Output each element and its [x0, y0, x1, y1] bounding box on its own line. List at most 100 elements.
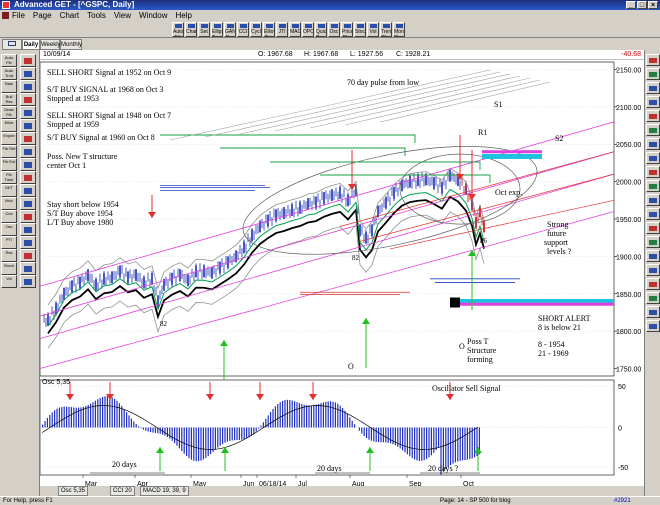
left-tool-button[interactable] [20, 67, 36, 80]
left-tool-button[interactable] [20, 210, 36, 223]
right-tool-button[interactable] [646, 82, 660, 94]
left-tool-button[interactable]: Expan [1, 132, 17, 145]
toolbar-button-1[interactable]: Chart [185, 22, 197, 37]
left-tool-button[interactable]: Fib Time [1, 171, 17, 184]
right-tool-button[interactable] [646, 54, 660, 66]
menu-page[interactable]: Page [32, 11, 52, 20]
menu-file[interactable]: File [12, 11, 25, 20]
right-tool-button[interactable] [646, 110, 660, 122]
tab-daily[interactable]: Daily [22, 39, 40, 50]
right-tool-button[interactable] [646, 180, 660, 192]
toolbar-button-15[interactable]: Vol [367, 22, 379, 37]
status-help: For Help, press F1 [3, 498, 53, 504]
right-tool-button[interactable] [646, 250, 660, 262]
right-tool-button[interactable] [646, 320, 660, 332]
toolbar-button-5[interactable]: CCI [237, 22, 249, 37]
chart-area[interactable]: 2150.00 2100.00 2050.00 2000.00 1950.00 1900.… [39, 50, 644, 488]
toolbar-button-11[interactable]: Quick Draw [315, 22, 327, 37]
tab-cci[interactable]: CCI 20 [110, 486, 135, 496]
osc-bar [92, 402, 94, 428]
menu-help[interactable]: Help [175, 11, 192, 20]
left-tool-button[interactable] [20, 197, 36, 210]
left-tool-button[interactable] [20, 184, 36, 197]
right-tool-button[interactable] [646, 152, 660, 164]
tool-icon [24, 123, 32, 129]
toolbar-button-17[interactable]: Money Flow [393, 22, 405, 37]
right-tool-button[interactable] [646, 194, 660, 206]
toolbar-button-label: Ellipse Trend [212, 29, 222, 36]
tab-weekly[interactable]: Weekly [40, 39, 61, 50]
toolbar-button-6[interactable]: Cycles [250, 22, 262, 37]
menu-window[interactable]: Window [139, 11, 168, 20]
left-tool-button[interactable] [20, 93, 36, 106]
document-icon[interactable] [2, 12, 9, 19]
osc-bar [284, 400, 286, 428]
left-tool-button[interactable]: Fib Ret [1, 145, 17, 158]
left-tool-button[interactable]: Vol [1, 275, 17, 288]
left-tool-button[interactable]: Auto Trnd [1, 67, 17, 80]
toolbar-button-0[interactable]: Auto Fib [172, 22, 184, 37]
toolbar-button-10[interactable]: OPO [302, 22, 314, 37]
right-tool-button[interactable] [646, 236, 660, 248]
left-tool-button[interactable] [20, 262, 36, 275]
toolbar-button-4[interactable]: GANN Box [224, 22, 236, 37]
menu-view[interactable]: View [113, 11, 132, 20]
tool-icon [226, 24, 234, 28]
right-tool-button[interactable] [646, 166, 660, 178]
price-chart-svg[interactable]: 2150.00 2100.00 2050.00 2000.00 1950.00 1900.… [39, 50, 644, 488]
toolbar-button-3[interactable]: Ellipse Trend [211, 22, 223, 37]
left-tool-button[interactable]: Auto Fib [1, 54, 17, 67]
tab-monthly[interactable]: Monthly [60, 39, 82, 50]
right-tool-button[interactable] [646, 124, 660, 136]
left-tool-button[interactable]: Osc [1, 223, 17, 236]
right-tool-button[interactable] [646, 278, 660, 290]
right-tool-button[interactable] [646, 306, 660, 318]
left-tool-button[interactable] [20, 223, 36, 236]
menu-chart[interactable]: Chart [59, 11, 80, 20]
left-tool-button[interactable]: Oce [1, 210, 17, 223]
right-tool-button[interactable] [646, 208, 660, 220]
left-tool-button[interactable] [20, 132, 36, 145]
left-tool-button[interactable]: Moc [1, 197, 17, 210]
right-tool-button[interactable] [646, 68, 660, 80]
right-tool-button[interactable] [646, 292, 660, 304]
left-tool-button[interactable]: Bias [1, 80, 17, 93]
left-tool-button[interactable] [20, 236, 36, 249]
left-tool-button[interactable]: Draw Fib [1, 106, 17, 119]
right-tool-button[interactable] [646, 96, 660, 108]
left-tool-button[interactable] [20, 106, 36, 119]
left-tool-button[interactable] [20, 54, 36, 67]
right-tool-button[interactable] [646, 264, 660, 276]
right-tool-button[interactable] [646, 222, 660, 234]
left-tool-button[interactable] [20, 249, 36, 262]
toolbar-button-7[interactable]: Elliot Trig [263, 22, 275, 37]
close-button[interactable]: × [648, 1, 658, 9]
left-tool-button[interactable] [20, 80, 36, 93]
right-tool-button[interactable] [646, 138, 660, 150]
toolbar-button-12[interactable]: Osc [328, 22, 340, 37]
left-tool-button[interactable] [20, 145, 36, 158]
left-tool-button[interactable] [20, 158, 36, 171]
toolbar-button-16[interactable]: Trend Channel [380, 22, 392, 37]
left-tool-button[interactable]: Res [1, 249, 17, 262]
minimize-button[interactable]: _ [626, 1, 636, 9]
tab-chart-icon[interactable] [2, 39, 22, 50]
left-tool-button[interactable]: PTI [1, 236, 17, 249]
toolbar-button-9[interactable]: MACD [289, 22, 301, 37]
toolbar-button-14[interactable]: Stoch [354, 22, 366, 37]
left-tool-button[interactable] [20, 275, 36, 288]
left-tool-button[interactable]: Stoch [1, 262, 17, 275]
left-tool-button[interactable]: Fib Ext [1, 158, 17, 171]
maximize-button[interactable]: □ [637, 1, 647, 9]
left-tool-button[interactable]: Elliot [1, 119, 17, 132]
tab-osc[interactable]: Osc 5,35 [58, 486, 89, 496]
toolbar-button-2[interactable]: Set [198, 22, 210, 37]
toolbar-button-8[interactable]: JTI [276, 22, 288, 37]
left-tool-button[interactable]: GET [1, 184, 17, 197]
left-tool-button[interactable] [20, 171, 36, 184]
toolbar-button-13[interactable]: Price Bks [341, 22, 353, 37]
left-tool-button[interactable]: Bull Res [1, 93, 17, 106]
tab-macd[interactable]: MACD 19, 39, 9 [140, 486, 189, 496]
left-tool-button[interactable] [20, 119, 36, 132]
menu-tools[interactable]: Tools [87, 11, 106, 20]
